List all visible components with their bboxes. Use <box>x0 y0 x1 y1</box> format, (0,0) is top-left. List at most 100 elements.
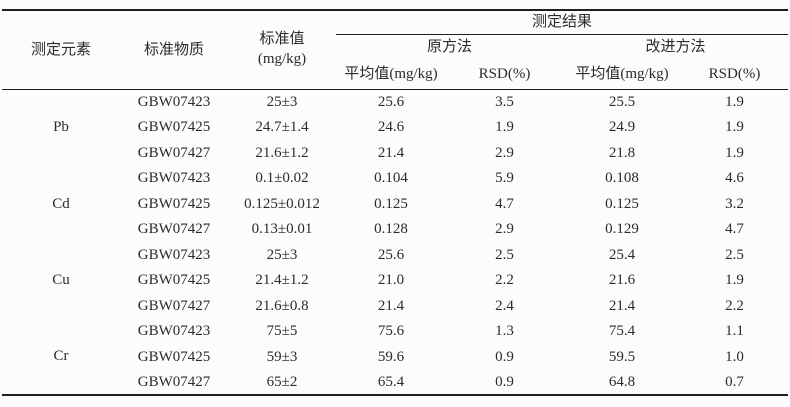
standard-value-cell: 21.6±1.2 <box>255 144 309 161</box>
material-cell: GBW07425 <box>137 348 211 365</box>
table-row: GBW07427 65±2 65.4 0.9 64.8 0.7 <box>2 370 788 396</box>
table-row: Pb GBW07423 25±3 25.6 3.5 25.5 1.9 <box>2 89 788 136</box>
original-rsd-cell: 1.9 <box>495 119 514 135</box>
standard-value-cell: 0.1±0.02 <box>255 170 309 186</box>
material-cell: GBW07423 <box>137 323 211 339</box>
original-rsd-cell: 2.4 <box>495 297 514 314</box>
improved-mean-cell: 75.4 <box>608 323 636 339</box>
improved-mean-cell: 21.6 <box>608 272 636 288</box>
original-rsd-cell: 0.9 <box>495 348 514 365</box>
material-cell: GBW07425 <box>137 119 211 135</box>
original-rsd-cell: 2.5 <box>495 246 514 263</box>
improved-rsd-cell: 4.7 <box>725 221 744 237</box>
material-cell: GBW07423 <box>137 170 211 186</box>
improved-rsd-cell: 1.9 <box>725 119 744 135</box>
original-rsd-cell: 3.5 <box>495 93 514 110</box>
original-mean-cell: 65.4 <box>377 373 405 390</box>
original-mean-cell: 25.6 <box>377 93 405 110</box>
original-mean-cell: 0.104 <box>374 170 408 186</box>
improved-rsd-cell: 2.5 <box>725 246 744 263</box>
material-cell: GBW07427 <box>137 144 211 161</box>
original-rsd-cell: 0.9 <box>495 373 514 390</box>
standard-value-cell: 65±2 <box>266 373 298 390</box>
col-header-mean-improved: 平均值(mg/kg) <box>563 60 681 90</box>
col-header-standard-value: 标准值 (mg/kg) <box>228 10 336 90</box>
header-row-3: 平均值(mg/kg) RSD(%) 平均值(mg/kg) RSD(%) <box>2 60 789 90</box>
improved-rsd-cell: 1.0 <box>725 348 744 365</box>
material-cell: GBW07423 <box>137 246 211 263</box>
element-cell: Cr <box>53 348 69 364</box>
subgroup-header-improved-method: 改进方法 <box>645 39 706 55</box>
table-row: GBW07425 0.125±0.012 0.125 4.7 0.125 3.2 <box>2 191 788 217</box>
material-cell: GBW07427 <box>137 297 211 314</box>
original-rsd-cell: 2.2 <box>495 272 514 288</box>
material-cell: GBW07427 <box>137 221 211 237</box>
standard-value-cell: 75±5 <box>266 323 298 339</box>
col-header-element: 测定元素 <box>2 10 120 90</box>
element-cell: Cd <box>52 195 70 212</box>
group-header-results: 测定结果 <box>336 10 789 35</box>
improved-rsd-cell: 1.9 <box>725 272 744 288</box>
col-header-rsd-original: RSD(%) <box>446 60 563 90</box>
material-cell: GBW07423 <box>137 93 211 110</box>
standard-value-cell: 24.7±1.4 <box>255 119 309 135</box>
improved-rsd-cell: 4.6 <box>725 170 744 186</box>
improved-rsd-cell: 1.1 <box>725 323 744 339</box>
table-row: Cu GBW07423 25±3 25.6 2.5 25.4 2.5 <box>2 242 788 289</box>
col-header-rsd-improved: RSD(%) <box>681 60 789 90</box>
element-cell: Cu <box>52 272 70 288</box>
improved-rsd-cell: 0.7 <box>725 373 744 390</box>
original-mean-cell: 0.128 <box>374 221 408 237</box>
original-rsd-cell: 2.9 <box>495 144 514 161</box>
improved-mean-cell: 21.8 <box>608 144 636 161</box>
material-cell: GBW07425 <box>137 272 211 288</box>
standard-value-cell: 21.6±0.8 <box>255 297 309 314</box>
original-rsd-cell: 2.9 <box>495 221 514 237</box>
standard-value-cell: 21.4±1.2 <box>255 272 309 288</box>
improved-rsd-cell: 1.9 <box>725 93 744 110</box>
table-row: Cd GBW07423 0.1±0.02 0.104 5.9 0.108 4.6 <box>2 166 788 212</box>
original-rsd-cell: 5.9 <box>495 170 514 186</box>
original-rsd-cell: 1.3 <box>495 323 514 339</box>
original-mean-cell: 21.0 <box>377 272 405 288</box>
improved-rsd-cell: 1.9 <box>725 144 744 161</box>
original-mean-cell: 21.4 <box>377 144 405 161</box>
element-cell: Pb <box>53 119 69 136</box>
table-row: Cr GBW07423 75±5 75.6 1.3 75.4 1.1 <box>2 319 788 364</box>
subgroup-header-original-method: 原方法 <box>426 39 472 55</box>
improved-mean-cell: 0.108 <box>605 170 639 186</box>
improved-mean-cell: 21.4 <box>608 297 636 314</box>
improved-rsd-cell: 2.2 <box>725 297 744 314</box>
improved-mean-cell: 64.8 <box>608 373 636 390</box>
original-mean-cell: 25.6 <box>377 246 405 263</box>
table-row: GBW07427 21.6±0.8 21.4 2.4 21.4 2.2 <box>2 293 788 319</box>
col-header-material: 标准物质 <box>120 10 228 90</box>
standard-value-cell: 25±3 <box>266 93 298 110</box>
table-row: GBW07425 24.7±1.4 24.6 1.9 24.9 1.9 <box>2 115 788 141</box>
table-row: GBW07427 21.6±1.2 21.4 2.9 21.8 1.9 <box>2 140 788 166</box>
standard-value-cell: 59±3 <box>266 348 298 365</box>
material-cell: GBW07425 <box>137 195 211 212</box>
standard-value-label-line2: (mg/kg) <box>257 50 307 67</box>
header-row-1: 测定元素 标准物质 标准值 (mg/kg) 测定结果 <box>2 10 789 90</box>
original-mean-cell: 75.6 <box>377 323 405 339</box>
table-row: GBW07425 59±3 59.6 0.9 59.5 1.0 <box>2 344 788 370</box>
standard-value-cell: 0.125±0.012 <box>244 195 320 212</box>
improved-mean-cell: 25.4 <box>608 246 636 263</box>
table-row: GBW07427 0.13±0.01 0.128 2.9 0.129 4.7 <box>2 217 788 243</box>
col-header-mean-original: 平均值(mg/kg) <box>336 60 446 90</box>
original-mean-cell: 59.6 <box>377 348 405 365</box>
header-row-2: 原方法 改进方法 <box>2 34 788 60</box>
improved-mean-cell: 0.129 <box>605 221 639 237</box>
improved-mean-cell: 0.125 <box>605 195 639 212</box>
improved-mean-cell: 25.5 <box>608 93 636 110</box>
original-mean-cell: 21.4 <box>377 297 405 314</box>
standard-value-cell: 0.13±0.01 <box>251 221 313 237</box>
improved-mean-cell: 24.9 <box>608 119 636 135</box>
material-cell: GBW07427 <box>137 373 211 390</box>
original-rsd-cell: 4.7 <box>495 195 514 212</box>
improved-mean-cell: 59.5 <box>608 348 636 365</box>
standard-value-cell: 25±3 <box>266 246 298 263</box>
table-row: GBW07425 21.4±1.2 21.0 2.2 21.6 1.9 <box>2 268 788 294</box>
